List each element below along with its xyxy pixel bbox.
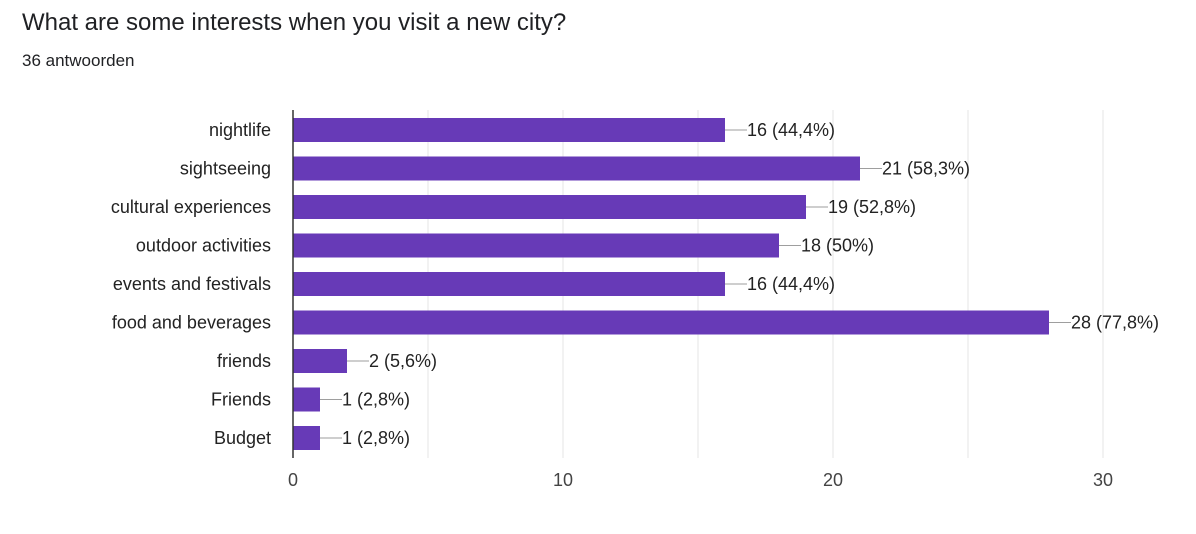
bar (293, 233, 779, 258)
bar (293, 156, 860, 181)
data-label: 19 (52,8%) (828, 197, 916, 217)
bar (293, 387, 320, 412)
chart-axis: nightlife sightseeing cultural experiences… (111, 110, 1113, 490)
x-tick-label: 30 (1093, 470, 1113, 490)
bar (293, 195, 806, 219)
data-label: 1 (2,8%) (342, 390, 410, 410)
category-label: sightseeing (180, 159, 271, 179)
category-label: events and festivals (113, 274, 271, 294)
data-label: 18 (50%) (801, 236, 874, 256)
bar (293, 426, 320, 450)
category-label: nightlife (209, 120, 271, 140)
data-label: 21 (58,3%) (882, 159, 970, 179)
data-label: 16 (44,4%) (747, 120, 835, 140)
bar (293, 310, 1049, 335)
x-tick-label: 0 (288, 470, 298, 490)
category-label: Friends (211, 390, 271, 410)
bar (293, 118, 725, 142)
category-label: cultural experiences (111, 197, 271, 217)
category-label: Budget (214, 428, 271, 448)
x-tick-label: 20 (823, 470, 843, 490)
category-label: outdoor activities (136, 236, 271, 256)
bar (293, 272, 725, 296)
chart-bars: 16 (44,4%) 21 (58,3%) 19 (52,8%) 18 (50%) 16… (293, 118, 1159, 450)
x-tick-label: 10 (553, 470, 573, 490)
data-label: 1 (2,8%) (342, 428, 410, 448)
response-count: 36 antwoorden (22, 51, 135, 70)
category-label: friends (217, 351, 271, 371)
bar (293, 349, 347, 373)
question-title: What are some interests when you visit a… (22, 9, 567, 36)
data-label: 16 (44,4%) (747, 274, 835, 294)
category-label: food and beverages (112, 313, 271, 333)
data-label: 28 (77,8%) (1071, 313, 1159, 333)
data-label: 2 (5,6%) (369, 351, 437, 371)
